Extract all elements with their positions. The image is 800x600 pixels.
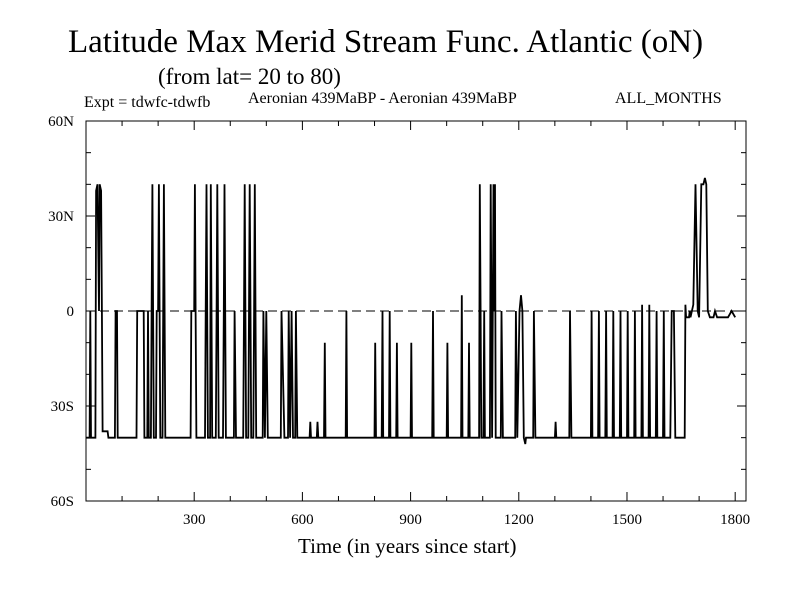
x-tick-label: 1200 <box>504 512 534 528</box>
x-axis-label: Time (in years since start) <box>298 534 517 558</box>
y-tick-label: 30S <box>51 399 74 415</box>
experiment-description: Aeronian 439MaBP - Aeronian 439MaBP <box>248 90 517 107</box>
y-tick-label: 0 <box>67 304 75 320</box>
x-tick-label: 300 <box>183 512 206 528</box>
y-tick-label: 60S <box>51 494 74 510</box>
experiment-label: Expt = tdwfc-tdwfb <box>84 94 211 111</box>
months-label: ALL_MONTHS <box>615 90 722 107</box>
y-tick-label: 60N <box>48 114 74 130</box>
series-line-max-latitude <box>86 177 736 445</box>
x-tick-label: 1500 <box>612 512 642 528</box>
x-tick-label: 900 <box>399 512 422 528</box>
chart-title: Latitude Max Merid Stream Func. Atlantic… <box>68 24 704 60</box>
y-tick-label: 30N <box>48 209 74 225</box>
chart-subtitle: (from lat= 20 to 80) <box>158 64 341 89</box>
x-tick-label: 600 <box>291 512 314 528</box>
tick-labels: 300 600 900 1200 1500 1800 60N 30N 0 30S 60S <box>48 114 750 528</box>
x-tick-label: 1800 <box>720 512 750 528</box>
